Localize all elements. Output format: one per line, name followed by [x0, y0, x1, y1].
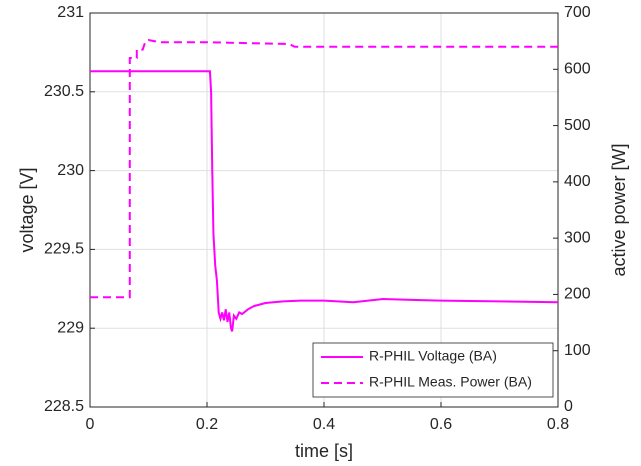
- legend-box: [312, 342, 554, 398]
- plot-frame: [89, 12, 559, 408]
- legend-label: R-PHIL Meas. Power (BA): [369, 374, 532, 390]
- y2-tick-label: 400: [564, 173, 591, 190]
- x-tick-label: 0: [86, 416, 95, 433]
- x-tick-label: 0.8: [547, 416, 569, 433]
- y2-tick-label: 0: [564, 398, 573, 415]
- x-tick-label: 0.6: [430, 416, 452, 433]
- x-tick-label: 0.2: [196, 416, 218, 433]
- y-axis-label: voltage [V]: [17, 167, 37, 252]
- y-tick-label: 230.5: [44, 83, 84, 100]
- y2-axis-label: active power [W]: [609, 143, 629, 276]
- data-line: [90, 38, 558, 299]
- y2-tick-label: 300: [564, 229, 591, 246]
- y-tick-label: 231: [57, 4, 84, 21]
- y-tick-label: 228.5: [44, 398, 84, 415]
- y2-tick-label: 700: [564, 4, 591, 21]
- y-tick-label: 229: [57, 319, 84, 336]
- legend-label: R-PHIL Voltage (BA): [369, 348, 497, 364]
- x-axis-label: time [s]: [295, 441, 353, 461]
- x-tick-label: 0.4: [313, 416, 335, 433]
- y-tick-label: 230: [57, 162, 84, 179]
- y2-tick-label: 100: [564, 342, 591, 359]
- y-tick-label: 229.5: [44, 241, 84, 258]
- y2-tick-label: 500: [564, 117, 591, 134]
- data-line: [90, 70, 559, 332]
- y2-tick-label: 200: [564, 286, 591, 303]
- y2-tick-label: 600: [564, 61, 591, 78]
